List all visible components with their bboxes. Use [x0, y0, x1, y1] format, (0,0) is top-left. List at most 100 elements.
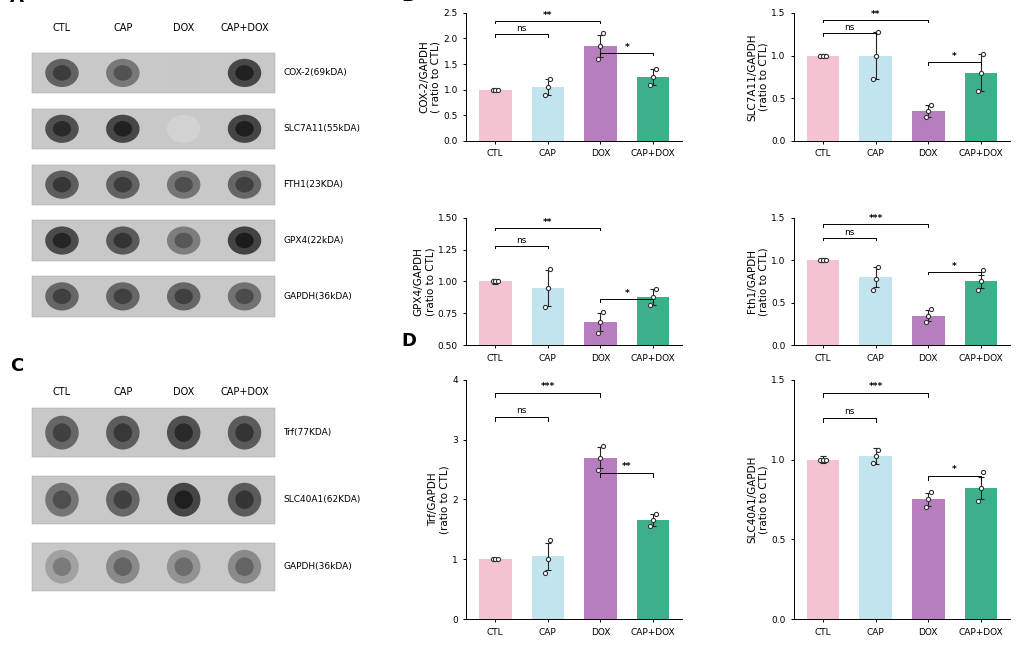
Bar: [806, 460, 839, 619]
Bar: [911, 315, 944, 346]
Text: GAPDH(36kDA): GAPDH(36kDA): [283, 562, 352, 571]
Y-axis label: SLC7A11/GAPDH
(ratio to CTL): SLC7A11/GAPDH (ratio to CTL): [746, 33, 768, 121]
Ellipse shape: [113, 177, 131, 192]
Ellipse shape: [235, 423, 254, 442]
Bar: [964, 73, 997, 141]
Y-axis label: GPX4/GAPDH
(ratio to CTL): GPX4/GAPDH (ratio to CTL): [413, 247, 435, 316]
Ellipse shape: [235, 177, 254, 192]
Ellipse shape: [227, 482, 261, 517]
Y-axis label: Trf/GAPDH
(ratio to CTL): Trf/GAPDH (ratio to CTL): [427, 465, 449, 534]
Bar: [964, 281, 997, 346]
Ellipse shape: [53, 121, 71, 137]
Ellipse shape: [167, 550, 200, 584]
FancyBboxPatch shape: [32, 276, 275, 317]
Ellipse shape: [227, 170, 261, 199]
Text: ns: ns: [516, 25, 526, 34]
Ellipse shape: [227, 416, 261, 450]
Ellipse shape: [174, 233, 193, 248]
Text: ns: ns: [844, 407, 854, 416]
Ellipse shape: [106, 59, 140, 87]
Ellipse shape: [106, 416, 140, 450]
Text: D: D: [401, 332, 416, 350]
Ellipse shape: [174, 289, 193, 304]
Bar: [479, 281, 512, 346]
Bar: [859, 55, 891, 141]
Ellipse shape: [174, 423, 193, 442]
Ellipse shape: [106, 482, 140, 517]
Ellipse shape: [227, 226, 261, 255]
Text: ***: ***: [868, 382, 881, 391]
Text: B: B: [401, 0, 415, 5]
Ellipse shape: [113, 289, 131, 304]
Ellipse shape: [53, 490, 71, 509]
Ellipse shape: [45, 226, 78, 255]
Text: *: *: [624, 43, 629, 52]
Ellipse shape: [174, 177, 193, 192]
Text: SLC7A11(55kDA): SLC7A11(55kDA): [283, 124, 360, 134]
Bar: [911, 111, 944, 141]
Ellipse shape: [167, 416, 200, 450]
Text: CAP: CAP: [113, 23, 132, 33]
Text: CAP+DOX: CAP+DOX: [220, 23, 269, 33]
Text: ***: ***: [868, 214, 881, 223]
Ellipse shape: [113, 490, 131, 509]
Text: CTL: CTL: [53, 387, 71, 397]
Ellipse shape: [106, 226, 140, 255]
Ellipse shape: [174, 557, 193, 576]
Y-axis label: SLC40A1/GAPDH
(ratio to CTL): SLC40A1/GAPDH (ratio to CTL): [746, 456, 768, 543]
Y-axis label: Fth1/GAPDH
(ratio to CTL): Fth1/GAPDH (ratio to CTL): [746, 247, 768, 316]
Ellipse shape: [45, 115, 78, 143]
Ellipse shape: [53, 65, 71, 81]
Text: CAP+DOX: CAP+DOX: [220, 387, 269, 397]
Ellipse shape: [167, 482, 200, 517]
Ellipse shape: [235, 490, 254, 509]
Bar: [479, 559, 512, 619]
Bar: [531, 557, 564, 619]
Ellipse shape: [113, 423, 131, 442]
FancyBboxPatch shape: [32, 108, 275, 149]
Ellipse shape: [235, 121, 254, 137]
Ellipse shape: [106, 283, 140, 310]
Text: ns: ns: [516, 235, 526, 244]
Ellipse shape: [113, 65, 131, 81]
Bar: [531, 288, 564, 346]
Bar: [859, 277, 891, 346]
Text: ns: ns: [844, 228, 854, 237]
Bar: [584, 46, 616, 141]
Text: **: **: [542, 218, 552, 227]
Ellipse shape: [235, 289, 254, 304]
Ellipse shape: [167, 115, 200, 143]
Ellipse shape: [227, 59, 261, 87]
Ellipse shape: [174, 490, 193, 509]
Ellipse shape: [106, 550, 140, 584]
Text: ns: ns: [516, 406, 526, 415]
Bar: [806, 260, 839, 346]
Ellipse shape: [227, 283, 261, 310]
Bar: [531, 87, 564, 141]
Text: GPX4(22kDA): GPX4(22kDA): [283, 236, 343, 245]
FancyBboxPatch shape: [32, 164, 275, 204]
Text: COX-2(69kDA): COX-2(69kDA): [283, 68, 346, 77]
Ellipse shape: [45, 550, 78, 584]
Bar: [911, 499, 944, 619]
Text: **: **: [542, 10, 552, 19]
Text: A: A: [10, 0, 24, 6]
Ellipse shape: [113, 121, 131, 137]
Text: **: **: [870, 10, 879, 19]
Ellipse shape: [167, 283, 200, 310]
Ellipse shape: [227, 550, 261, 584]
Text: CTL: CTL: [53, 23, 71, 33]
Ellipse shape: [106, 115, 140, 143]
Ellipse shape: [106, 170, 140, 199]
Ellipse shape: [45, 170, 78, 199]
Text: SLC40A1(62KDA): SLC40A1(62KDA): [283, 495, 361, 504]
Ellipse shape: [235, 233, 254, 248]
Bar: [584, 322, 616, 346]
Text: DOX: DOX: [173, 387, 194, 397]
Bar: [584, 457, 616, 619]
Ellipse shape: [227, 115, 261, 143]
FancyBboxPatch shape: [32, 408, 275, 457]
Text: CAP: CAP: [113, 387, 132, 397]
Text: ns: ns: [844, 23, 854, 32]
Text: GAPDH(36kDA): GAPDH(36kDA): [283, 292, 352, 301]
